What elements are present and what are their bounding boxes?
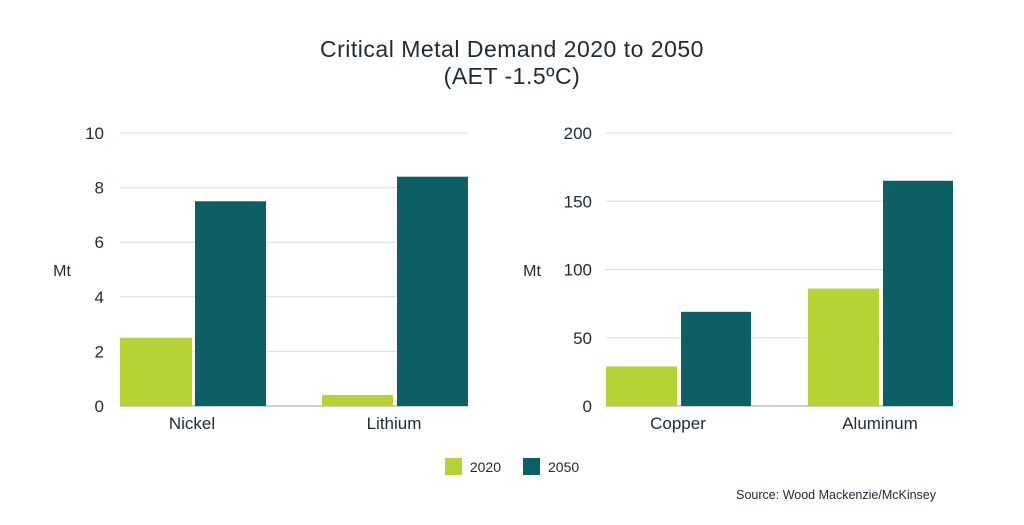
bar-lithium-2050 — [397, 176, 468, 406]
category-label-aluminum: Aluminum — [842, 414, 918, 433]
y-tick-label-0-6: 6 — [95, 233, 104, 252]
legend-swatch-2020 — [444, 458, 462, 475]
bar-nickel-2020 — [120, 337, 192, 406]
y-tick-label-0-4: 4 — [95, 288, 104, 307]
bar-aluminum-2020 — [808, 288, 879, 406]
y-tick-label-1-200: 200 — [564, 124, 592, 143]
legend-label-2050: 2050 — [548, 458, 580, 475]
legend-label-2020: 2020 — [469, 458, 501, 475]
y-tick-label-0-2: 2 — [95, 342, 104, 361]
category-label-lithium: Lithium — [367, 414, 422, 433]
bar-copper-2050 — [681, 311, 751, 406]
y-tick-label-1-50: 50 — [573, 329, 592, 348]
legend: 2020 2050 — [0, 458, 1024, 475]
legend-swatch-2050 — [523, 458, 540, 475]
bar-copper-2020 — [606, 366, 677, 406]
y-axis-label-0: Mt — [53, 263, 71, 280]
legend-item-2050: 2050 — [523, 458, 579, 475]
y-axis-label-1: Mt — [523, 263, 541, 280]
category-label-copper: Copper — [650, 414, 706, 433]
y-tick-label-0-10: 10 — [85, 124, 104, 143]
title-line-1: Critical Metal Demand 2020 to 2050 — [320, 36, 704, 62]
bar-aluminum-2050 — [883, 180, 953, 406]
bar-nickel-2050 — [195, 201, 266, 406]
y-tick-label-0-8: 8 — [95, 179, 104, 198]
title-line-2: (AET -1.5ºC) — [443, 63, 581, 89]
y-tick-label-1-150: 150 — [564, 192, 592, 211]
y-tick-label-1-100: 100 — [564, 261, 592, 280]
source-note: Source: Wood Mackenzie/McKinsey — [736, 488, 936, 502]
category-label-nickel: Nickel — [169, 414, 215, 433]
y-tick-label-0-0: 0 — [95, 397, 104, 416]
y-tick-label-1-0: 0 — [583, 397, 592, 416]
bar-lithium-2020 — [322, 395, 393, 406]
chart-title: Critical Metal Demand 2020 to 2050 (AET … — [0, 36, 1024, 90]
legend-item-2020: 2020 — [444, 458, 501, 475]
